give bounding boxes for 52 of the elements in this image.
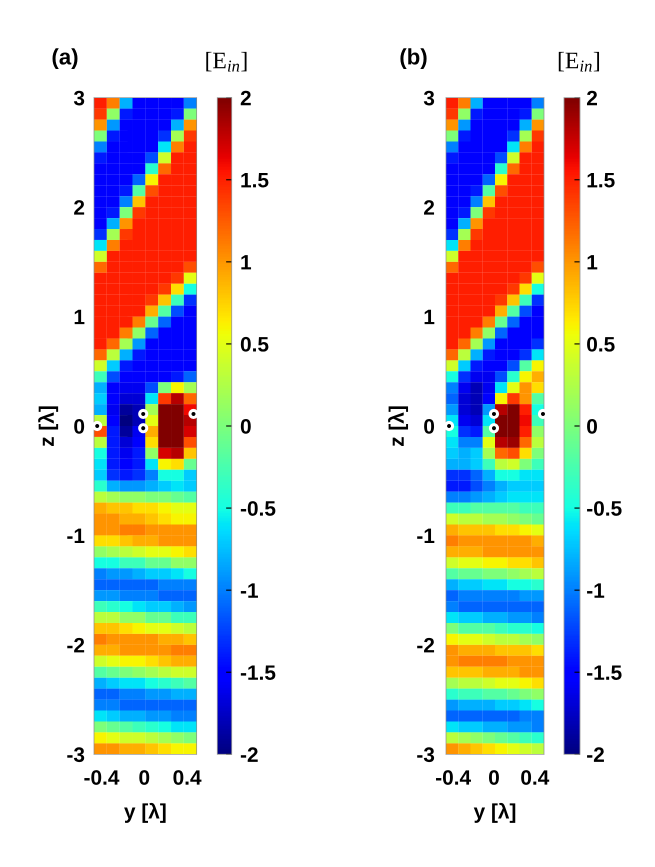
x-tick-label: 0 (489, 770, 499, 785)
y-axis-title: z [λ] (38, 406, 58, 446)
y-tick-label: 1 (424, 310, 434, 324)
point (488, 408, 500, 420)
y-tick-label: -1 (67, 528, 84, 543)
color-bar-label: 0 (240, 419, 251, 434)
y-tick-label: 1 (74, 310, 84, 324)
color-bar-label: -1.5 (240, 665, 276, 680)
y-tick-label: -3 (417, 747, 434, 762)
color-bar-label: -2 (587, 747, 604, 762)
y-tick-label: 3 (74, 90, 84, 106)
chart-title: (a) (52, 48, 78, 70)
color-bar-title: [E$_{in}$] (558, 52, 600, 72)
point (188, 408, 199, 420)
color-bar-label: 1.5 (241, 172, 268, 188)
color-bar-label: -1.5 (587, 665, 622, 680)
y-tick-label: 3 (424, 90, 434, 106)
y-tick-label: -3 (67, 747, 84, 762)
color-bar-title: [E$_{in}$] (206, 52, 247, 72)
color-bar-label: -0.5 (240, 501, 276, 516)
x-axis-title: y [λ] (124, 802, 166, 823)
color-bar-label: -1 (240, 583, 258, 598)
chart-title: (b) (400, 48, 427, 70)
color-bar-label: 2 (240, 90, 251, 106)
x-tick-label: -0.4 (84, 770, 120, 785)
color-bar-label: 0 (587, 419, 597, 434)
x-tick-label: 0.4 (173, 770, 202, 785)
y-tick-label: 0 (74, 419, 84, 434)
point (138, 408, 148, 420)
color-bar-label: 1 (588, 255, 598, 270)
x-tick-label: 0.4 (521, 770, 550, 785)
y-tick-label: 2 (424, 200, 434, 215)
point (92, 420, 102, 432)
color-bar-label: 0.5 (240, 336, 268, 352)
color-bar-label: -0.5 (587, 501, 622, 516)
x-tick-label: -0.4 (436, 770, 471, 785)
y-tick-label: -2 (67, 638, 84, 652)
color-bar-label: -1 (587, 583, 604, 598)
y-tick-label: -2 (417, 638, 434, 652)
y-tick-label: 2 (74, 200, 84, 215)
x-tick-label: 0 (139, 770, 150, 785)
y-tick-label: 0 (424, 419, 434, 434)
color-bar-label: 2 (586, 90, 597, 106)
point (138, 423, 148, 434)
color-bar-label: -2 (240, 747, 258, 762)
y-tick-label: -1 (417, 528, 434, 543)
y-axis-title: z [λ] (388, 406, 408, 446)
point (488, 423, 500, 434)
color-bar-label: 0.5 (587, 336, 615, 352)
color-bar-label: 1.5 (588, 172, 615, 188)
color-bar-label: 1 (241, 255, 252, 270)
x-axis-title: y [λ] (474, 802, 516, 823)
